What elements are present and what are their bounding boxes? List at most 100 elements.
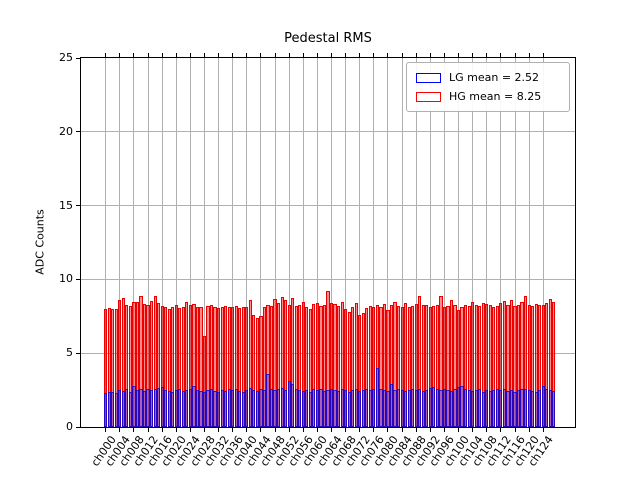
x-tick-mark-top xyxy=(105,53,107,57)
y-gridline xyxy=(81,205,575,207)
lg-bar xyxy=(513,391,517,427)
x-tick-mark xyxy=(147,428,149,432)
lg-bar xyxy=(516,390,521,427)
x-tick-mark-top xyxy=(204,53,205,57)
y-tick-mark xyxy=(76,352,80,354)
lg-bar xyxy=(231,390,235,427)
lg-bar xyxy=(111,392,115,427)
lg-bar xyxy=(273,390,277,427)
lg-bar xyxy=(414,390,418,427)
chart-title: Pedestal RMS xyxy=(284,31,372,46)
lg-bar xyxy=(220,390,224,427)
lg-bar xyxy=(238,390,242,427)
x-gridline xyxy=(232,58,234,427)
x-tick-mark-top xyxy=(232,53,234,57)
x-gridline xyxy=(119,58,121,427)
lg-bar xyxy=(142,390,147,427)
lg-bar xyxy=(298,390,302,427)
lg-bar xyxy=(128,391,132,427)
x-gridline xyxy=(486,58,488,427)
lg-bar xyxy=(171,391,175,427)
lg-bar xyxy=(506,390,510,427)
lg-bar xyxy=(121,390,125,427)
x-tick-mark-top xyxy=(119,53,121,57)
lg-bar xyxy=(492,390,496,427)
x-gridline xyxy=(458,58,460,427)
lg-bar xyxy=(259,389,263,427)
lg-bar xyxy=(241,391,245,427)
x-tick-mark-top xyxy=(542,53,544,57)
lg-bar xyxy=(213,390,217,427)
lg-bar xyxy=(488,390,492,427)
lg-bar xyxy=(502,389,507,427)
x-tick-mark xyxy=(260,428,262,432)
lg-bar xyxy=(255,390,260,427)
lg-bar xyxy=(382,390,387,427)
lg-bar xyxy=(358,390,362,427)
x-gridline xyxy=(401,58,403,427)
x-tick-mark-top xyxy=(415,53,417,57)
lg-bar xyxy=(407,390,411,427)
x-tick-mark xyxy=(133,428,135,432)
lg-bar xyxy=(541,385,545,427)
lg-bar xyxy=(174,390,178,427)
y-tick-label: 0 xyxy=(66,420,73,433)
x-tick-mark xyxy=(401,428,403,432)
lg-bar xyxy=(435,388,439,427)
lg-bar xyxy=(181,390,185,427)
x-tick-mark xyxy=(443,428,445,432)
hg-legend-label: HG mean = 8.25 xyxy=(449,90,542,103)
y-tick-label: 20 xyxy=(59,124,73,138)
lg-bar xyxy=(291,384,295,427)
lg-bar xyxy=(411,388,415,427)
lg-bar xyxy=(439,390,443,427)
lg-bar xyxy=(294,388,298,427)
y-tick-label: 10 xyxy=(59,272,73,286)
lg-bar xyxy=(531,390,535,427)
x-tick-mark xyxy=(345,428,347,432)
lg-bar xyxy=(372,389,376,427)
x-tick-mark-top xyxy=(331,53,333,57)
lg-bar xyxy=(146,388,150,427)
x-tick-mark xyxy=(500,428,502,432)
x-tick-mark xyxy=(472,428,474,432)
y-tick-label: 15 xyxy=(59,198,73,212)
lg-bar xyxy=(379,388,383,427)
lg-bar xyxy=(393,390,397,427)
x-tick-mark-top xyxy=(359,53,361,57)
lg-bar xyxy=(167,390,171,427)
lg-bar xyxy=(252,390,256,427)
lg-bar xyxy=(164,390,168,427)
x-gridline xyxy=(218,58,220,427)
x-gridline xyxy=(429,58,431,427)
lg-bar xyxy=(280,387,284,427)
x-tick-mark xyxy=(514,428,516,432)
x-gridline xyxy=(415,58,417,427)
x-gridline xyxy=(133,58,135,427)
lg-bar xyxy=(202,391,207,427)
x-tick-mark xyxy=(218,428,220,432)
x-tick-mark xyxy=(373,428,375,432)
lg-bar xyxy=(534,391,538,427)
x-tick-mark xyxy=(415,428,417,432)
x-gridline xyxy=(161,58,163,427)
lg-bar xyxy=(139,389,143,427)
x-tick-mark xyxy=(105,428,107,432)
x-gridline xyxy=(528,58,530,427)
lg-bar xyxy=(442,389,447,427)
x-tick-mark-top xyxy=(443,53,445,57)
lg-bar xyxy=(538,390,542,427)
x-gridline xyxy=(514,58,516,427)
x-tick-mark xyxy=(175,428,177,432)
x-tick-mark xyxy=(458,428,460,432)
x-gridline xyxy=(345,58,347,427)
x-gridline xyxy=(175,58,177,427)
lg-bar xyxy=(453,388,457,427)
lg-bar xyxy=(287,381,291,427)
x-tick-mark xyxy=(387,428,389,432)
lg-bar xyxy=(365,388,369,427)
x-gridline xyxy=(500,58,502,427)
lg-legend-label: LG mean = 2.52 xyxy=(449,71,540,84)
lg-bar xyxy=(248,387,252,427)
x-gridline xyxy=(359,58,361,427)
